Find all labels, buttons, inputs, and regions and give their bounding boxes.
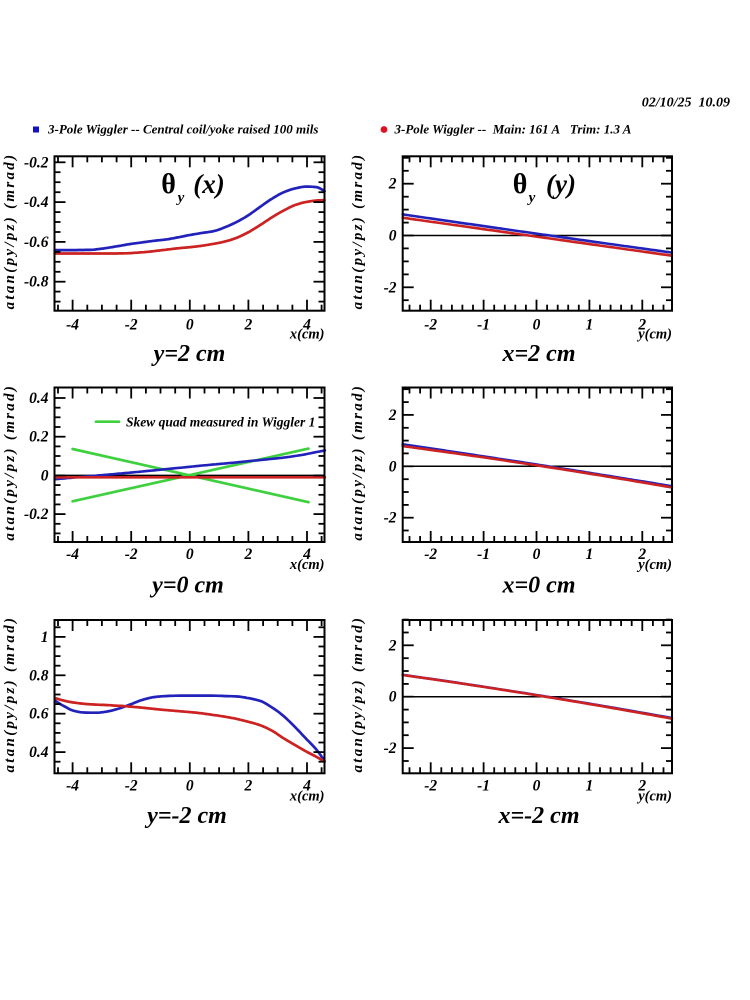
svg-text:y: y	[527, 190, 536, 206]
svg-text:(y): (y)	[546, 169, 576, 199]
svg-text:0.4: 0.4	[29, 744, 49, 761]
svg-text:3-Pole Wiggler -- Main: 161 A: 3-Pole Wiggler -- Main: 161 A Trim: 1.3 …	[394, 122, 632, 137]
svg-text:atan(py/pz) (mrad): atan(py/pz) (mrad)	[350, 384, 366, 541]
svg-text:-0.8: -0.8	[24, 274, 49, 291]
svg-text:0: 0	[186, 317, 194, 334]
svg-text:-2: -2	[125, 546, 138, 563]
svg-text:x(cm): x(cm)	[289, 789, 325, 805]
svg-text:x(cm): x(cm)	[289, 327, 325, 343]
svg-text:4: 4	[302, 778, 311, 795]
svg-text:0: 0	[533, 546, 541, 563]
svg-text:θ: θ	[161, 169, 176, 200]
svg-text:1: 1	[41, 629, 49, 646]
svg-text:0: 0	[533, 778, 541, 795]
svg-text:2: 2	[388, 176, 397, 193]
svg-text:1: 1	[586, 778, 594, 795]
svg-text:0.6: 0.6	[29, 706, 49, 723]
svg-text:4: 4	[302, 546, 311, 563]
svg-text:-0.2: -0.2	[24, 506, 49, 523]
svg-text:(x): (x)	[193, 169, 224, 199]
svg-text:-0.2: -0.2	[24, 154, 49, 171]
svg-text:0: 0	[533, 317, 541, 334]
svg-text:y=-2 cm: y=-2 cm	[144, 803, 227, 829]
svg-text:0.8: 0.8	[29, 667, 49, 684]
svg-text:1: 1	[586, 317, 594, 334]
svg-text:x=2 cm: x=2 cm	[502, 341, 576, 367]
svg-text:atan(py/pz) (mrad): atan(py/pz) (mrad)	[2, 616, 18, 773]
svg-text:2: 2	[637, 546, 646, 563]
svg-text:2: 2	[637, 317, 646, 334]
svg-text:-0.4: -0.4	[24, 194, 49, 211]
svg-text:θ: θ	[513, 169, 528, 200]
svg-text:y=2 cm: y=2 cm	[151, 341, 226, 367]
svg-text:0.2: 0.2	[29, 429, 49, 446]
svg-text:-1: -1	[477, 317, 490, 334]
svg-text:0: 0	[389, 458, 397, 475]
svg-text:3-Pole Wiggler -- Central coil: 3-Pole Wiggler -- Central coil/yoke rais…	[47, 122, 318, 137]
svg-text:2: 2	[637, 778, 646, 795]
svg-text:1: 1	[586, 546, 594, 563]
svg-text:-2: -2	[384, 279, 397, 296]
svg-text:-2: -2	[125, 317, 138, 334]
svg-text:-4: -4	[66, 317, 79, 334]
svg-text:-2: -2	[384, 740, 397, 757]
svg-text:x=0 cm: x=0 cm	[502, 573, 576, 599]
svg-text:x=-2 cm: x=-2 cm	[498, 803, 580, 829]
svg-text:0.4: 0.4	[29, 390, 49, 407]
svg-text:0: 0	[389, 689, 397, 706]
svg-text:-2: -2	[424, 317, 437, 334]
svg-text:y(cm): y(cm)	[636, 789, 672, 805]
svg-text:-4: -4	[66, 778, 79, 795]
svg-text:y: y	[176, 190, 185, 206]
svg-text:2: 2	[388, 637, 397, 654]
svg-text:atan(py/pz) (mrad): atan(py/pz) (mrad)	[350, 616, 366, 773]
svg-text:y(cm): y(cm)	[636, 327, 672, 343]
svg-text:-2: -2	[424, 778, 437, 795]
svg-text:-4: -4	[66, 546, 79, 563]
svg-text:2: 2	[244, 546, 253, 563]
svg-text:-1: -1	[477, 546, 490, 563]
svg-text:y(cm): y(cm)	[636, 557, 672, 573]
svg-text:-2: -2	[424, 546, 437, 563]
svg-text:atan(py/pz) (mrad): atan(py/pz) (mrad)	[2, 153, 18, 310]
svg-text:0: 0	[186, 546, 194, 563]
svg-text:-2: -2	[384, 510, 397, 527]
svg-text:2: 2	[388, 407, 397, 424]
svg-text:atan(py/pz) (mrad): atan(py/pz) (mrad)	[2, 384, 18, 541]
svg-text:2: 2	[244, 317, 253, 334]
svg-text:02/10/25 10.09: 02/10/25 10.09	[642, 96, 730, 111]
svg-text:x(cm): x(cm)	[289, 557, 325, 573]
svg-text:y=0 cm: y=0 cm	[149, 573, 224, 599]
svg-text:0: 0	[41, 467, 49, 484]
svg-text:Skew quad measured in Wiggler: Skew quad measured in Wiggler 1	[126, 415, 315, 430]
svg-text:atan(py/pz) (mrad): atan(py/pz) (mrad)	[350, 153, 366, 310]
svg-text:0: 0	[186, 778, 194, 795]
svg-text:-0.6: -0.6	[24, 234, 49, 251]
svg-text:-1: -1	[477, 778, 490, 795]
svg-text:0: 0	[389, 228, 397, 245]
svg-text:-2: -2	[125, 778, 138, 795]
svg-text:4: 4	[302, 317, 311, 334]
svg-text:2: 2	[244, 778, 253, 795]
